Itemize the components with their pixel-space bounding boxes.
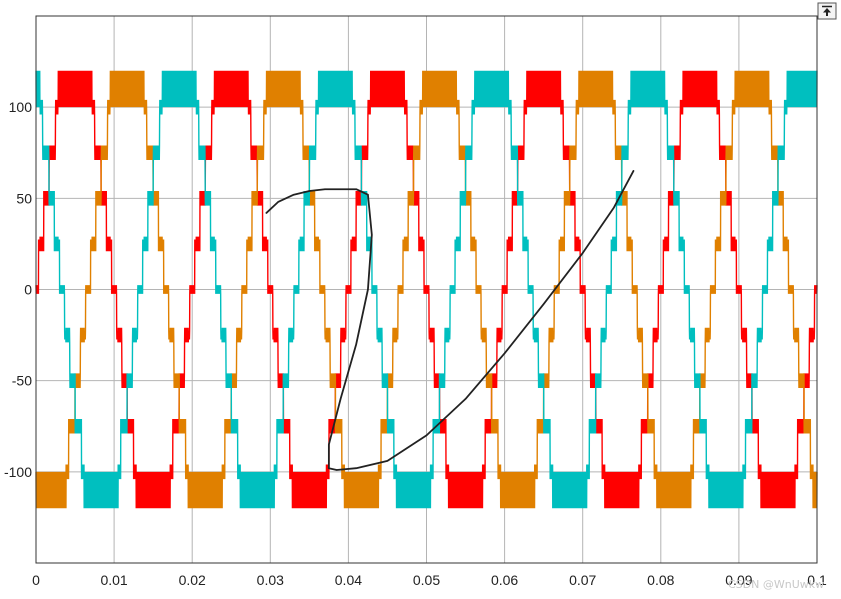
overlay-point [355,343,357,345]
overlay-point [336,469,338,471]
overlay-curve-group [265,170,635,471]
overlay-point [328,467,330,469]
overlay-point [632,170,635,172]
overlay-point [386,460,389,462]
series-line-2 [35,70,818,509]
y-tick-label: 100 [9,99,33,115]
y-tick-label: -100 [4,464,32,480]
x-tick-label: 0.08 [647,572,674,588]
dock-restore-icon [822,5,832,16]
x-tick-label: 0.03 [257,572,284,588]
overlay-point [504,352,506,354]
overlay-point [425,434,428,436]
overlay-curve [265,170,635,471]
overlay-point [355,467,357,469]
x-tick-label: 0.02 [179,572,206,588]
y-tick-label: -50 [12,373,32,389]
overlay-point [308,190,310,192]
overlay-point [367,288,369,291]
watermark: CSDN @WnUwkw [728,578,824,591]
x-tick-label: 0.05 [413,572,440,588]
overlay-point [371,234,373,236]
series-line-1 [35,70,818,509]
y-tick-labels: 100 50 0 -50 -100 [4,99,32,480]
waveform-series [35,70,818,509]
x-tick-label: 0.01 [100,572,127,588]
x-tick-labels: 0 0.01 0.02 0.03 0.04 0.05 0.06 0.07 0.08 0.09 0.1 [32,572,827,588]
plot-frame [35,15,818,564]
x-tick-label: 0.06 [491,572,518,588]
y-tick-label: 50 [16,190,32,206]
overlay-point [355,188,357,190]
overlay-point [328,443,330,446]
overlay-point [324,188,326,190]
dock-restore-button[interactable] [817,2,837,20]
series-line-0 [35,70,818,509]
overlay-point [464,398,467,400]
x-tick-label: 0.1 [807,572,827,588]
x-tick-label: 0.09 [725,572,752,588]
overlay-point [339,398,342,400]
x-tick-label: 0 [32,572,40,588]
x-tick-label: 0.07 [569,572,596,588]
overlay-point [613,206,615,209]
overlay-point [339,188,342,190]
overlay-point [543,303,545,305]
overlay-point [265,212,267,214]
overlay-point [293,194,295,196]
overlay-point [367,194,369,196]
x-tick-label: 0.04 [335,572,362,588]
overlay-point [582,252,584,254]
y-tick-label: 0 [24,282,32,298]
overlay-point [277,201,279,203]
